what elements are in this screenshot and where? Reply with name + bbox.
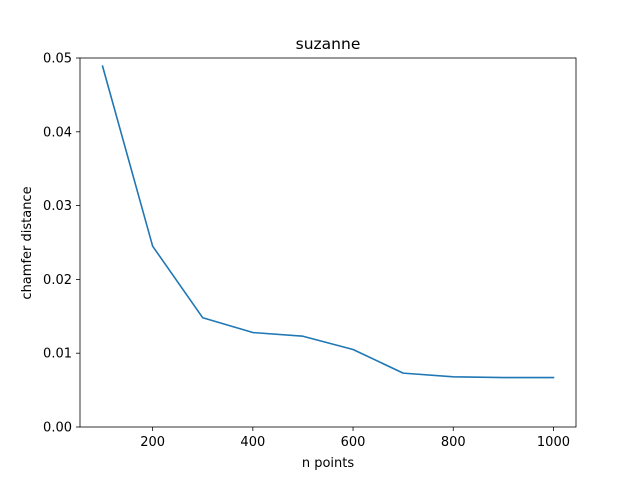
x-tick-label: 200	[140, 435, 165, 450]
plot-frame	[79, 57, 577, 428]
x-tick-label: 800	[441, 435, 466, 450]
y-tick-label: 0.01	[43, 347, 72, 362]
y-tick-label: 0.05	[43, 52, 72, 67]
y-tick-label: 0.02	[43, 273, 72, 288]
x-tick-label: 1000	[537, 435, 570, 450]
y-tick-label: 0.03	[43, 199, 72, 214]
y-tick-label: 0.04	[43, 125, 72, 140]
x-tick-label: 600	[341, 435, 366, 450]
y-axis-label: chamfer distance	[20, 186, 35, 299]
y-tick-label: 0.00	[43, 421, 72, 436]
chart-marks: 200 400 600 800 1000 0.00 0.01 0.02 0.03 0.04 0.05	[43, 52, 577, 450]
x-axis-label: n points	[302, 456, 355, 471]
series-line	[101, 65, 555, 379]
chart-title: suzanne	[296, 35, 361, 53]
x-tick-label: 400	[240, 435, 265, 450]
